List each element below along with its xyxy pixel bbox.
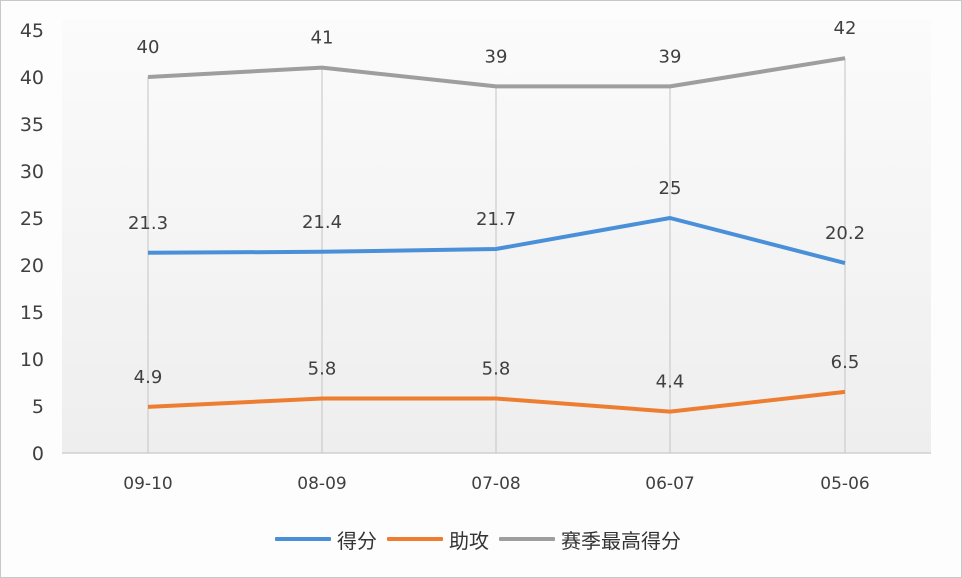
data-label: 25 bbox=[659, 178, 682, 199]
series-line bbox=[147, 389, 846, 414]
x-tick-label: 08-09 bbox=[297, 474, 346, 494]
legend-item-points: 得分 bbox=[275, 525, 377, 554]
legend-swatch-season-high bbox=[499, 537, 555, 541]
x-tick-label: 07-08 bbox=[471, 474, 520, 494]
legend-swatch-assists bbox=[387, 537, 443, 541]
y-tick-label: 5 bbox=[32, 396, 44, 418]
data-label: 21.7 bbox=[476, 209, 516, 230]
x-tick-label: 05-06 bbox=[820, 474, 869, 494]
x-tick-label: 06-07 bbox=[645, 474, 694, 494]
y-tick-label: 0 bbox=[32, 443, 44, 465]
data-label: 39 bbox=[485, 46, 508, 67]
x-axis-ticks: 09-10 08-09 07-08 06-07 05-06 bbox=[123, 474, 869, 494]
y-axis-ticks: 0 5 10 15 20 25 30 35 40 45 bbox=[20, 20, 44, 465]
legend-item-season-high: 赛季最高得分 bbox=[499, 525, 681, 554]
data-label: 6.5 bbox=[831, 352, 860, 373]
y-tick-label: 35 bbox=[20, 114, 44, 136]
y-tick-label: 15 bbox=[20, 302, 44, 324]
data-label: 40 bbox=[137, 37, 160, 58]
series-line bbox=[147, 216, 846, 266]
legend-swatch-points bbox=[275, 537, 331, 541]
data-label: 5.8 bbox=[308, 358, 337, 379]
data-label: 21.3 bbox=[128, 213, 168, 234]
legend-item-assists: 助攻 bbox=[387, 525, 489, 554]
data-label: 20.2 bbox=[825, 223, 865, 244]
y-tick-label: 45 bbox=[20, 20, 44, 42]
y-tick-label: 20 bbox=[20, 255, 44, 277]
y-tick-label: 30 bbox=[20, 161, 44, 183]
data-label: 39 bbox=[659, 46, 682, 67]
y-tick-label: 10 bbox=[20, 349, 44, 371]
legend-label: 赛季最高得分 bbox=[561, 528, 681, 553]
series-line bbox=[147, 56, 846, 89]
legend: 得分 助攻 赛季最高得分 bbox=[0, 521, 962, 557]
legend-label: 得分 bbox=[337, 528, 377, 553]
series-lines bbox=[147, 56, 846, 414]
data-label: 41 bbox=[311, 28, 334, 49]
data-label: 5.8 bbox=[482, 358, 511, 379]
data-labels: 21.3 21.4 21.7 25 20.2 4.9 5.8 5.8 4.4 6.5 40 41 39 3… bbox=[128, 18, 865, 392]
data-label: 42 bbox=[834, 18, 857, 39]
y-tick-label: 40 bbox=[20, 67, 44, 89]
data-label: 4.9 bbox=[134, 367, 163, 388]
drop-lines bbox=[147, 58, 846, 453]
y-tick-label: 25 bbox=[20, 208, 44, 230]
x-tick-label: 09-10 bbox=[123, 474, 172, 494]
data-label: 21.4 bbox=[302, 212, 342, 233]
data-label: 4.4 bbox=[656, 372, 685, 393]
legend-label: 助攻 bbox=[449, 528, 489, 553]
